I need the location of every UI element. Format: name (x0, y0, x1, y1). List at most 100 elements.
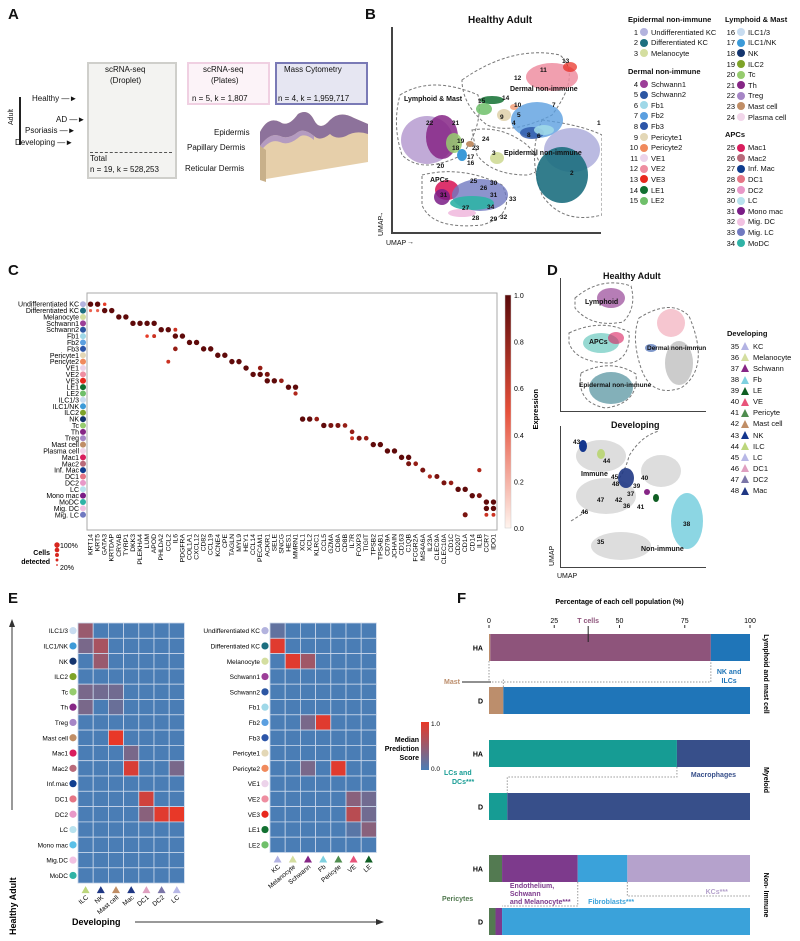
dotplot-col-label: XCL1 (300, 534, 307, 551)
legend-dot-icon (640, 186, 648, 195)
heatmap-cell (315, 653, 332, 670)
dotplot-col-label: TAGLN (229, 534, 236, 556)
heatmap-row-label: LC (60, 827, 69, 834)
row-color-dot (80, 377, 86, 384)
dot-mark (271, 378, 278, 384)
heatmap-cell (77, 653, 94, 670)
heatmap-cell (330, 806, 347, 823)
legend-item: 23 Mast cell (721, 101, 778, 112)
dotplot-col-label: KRTDAP (109, 534, 116, 562)
dot-mark (349, 429, 355, 435)
heatmap-row-label: Schwann1 (230, 674, 261, 681)
heatmap-cell (138, 867, 155, 884)
dotplot-col-label: PHLDA2 (158, 534, 165, 561)
heatmap-cell (77, 668, 94, 685)
dot-mark (250, 371, 256, 378)
heatmap-cell (284, 744, 301, 762)
heatmap-cell (92, 744, 109, 762)
legend-label: DC1 (753, 463, 769, 473)
legend-num: 17 (726, 38, 735, 48)
plates-value: n = 5, k = 1,807 (192, 94, 248, 103)
legend-dot-icon (640, 38, 648, 47)
cluster-number: 2 (570, 170, 574, 177)
legend-num: 19 (726, 59, 735, 69)
legend-num: 22 (726, 91, 735, 101)
row-color-dot (80, 454, 86, 461)
row-color-dot (80, 479, 86, 486)
colorbar-title: Median (395, 737, 419, 744)
cluster-number: 30 (490, 180, 498, 187)
legend-label: Melanocyte (753, 352, 792, 362)
umap-b-clusters (401, 62, 600, 217)
heatmap-cell (299, 821, 316, 838)
cluster-number: 23 (472, 145, 480, 152)
dotplot-row-label: DC1 (65, 474, 79, 481)
heatmap-cell (330, 622, 347, 639)
f-row-label: HA (473, 867, 483, 874)
dot-mark (420, 467, 426, 473)
heatmap-cell (123, 760, 140, 777)
expression-colorbar (504, 294, 512, 529)
heatmap-cell (360, 683, 377, 700)
row-color-dot (261, 688, 269, 696)
row-color-dot (80, 396, 86, 403)
heatmap-cell (269, 790, 286, 808)
legend-item: 15 LE2 (624, 195, 665, 206)
heatmap-cell (92, 852, 109, 869)
dotplot-col-label: KRT14 (88, 534, 95, 555)
heatmap-cell (330, 836, 347, 853)
annotation-endo-2: Schwann (510, 891, 541, 898)
legend-num: 10 (629, 143, 638, 153)
dot-mark (448, 480, 454, 486)
heatmap-cell (77, 637, 94, 654)
legend-num: 48 (730, 486, 739, 496)
heatmap-cell (153, 760, 170, 777)
dotplot-row-label: Fb3 (67, 346, 79, 353)
heatmap-cell (299, 760, 316, 777)
dotplot-row-label: NK (69, 417, 79, 424)
legend-label: DC2 (748, 185, 764, 195)
heatmap-cell (168, 836, 185, 853)
heatmap-cell (269, 683, 286, 700)
colorbar-tick: 1.0 (514, 293, 524, 300)
dot-mark (363, 435, 369, 441)
heatmap-cell (108, 653, 125, 670)
heatmap-cell (92, 668, 109, 685)
dotplot-col-label: CRYAB (116, 534, 123, 557)
heatmap-cell (345, 714, 362, 731)
legend-num: 32 (726, 217, 735, 227)
heatmap-row-label: Schwann2 (230, 689, 261, 696)
heatmap-cell (153, 699, 170, 716)
legend-item: 5 Schwann2 (624, 89, 686, 100)
dot-mark (427, 474, 432, 479)
heatmap-cell (284, 668, 301, 685)
heatmap-cell (153, 683, 170, 700)
heatmap-cell (315, 622, 332, 639)
cluster-number: 1 (597, 120, 601, 127)
heatmap-cell (108, 683, 125, 700)
legend-num: 46 (730, 463, 739, 473)
heatmap-cell (168, 775, 185, 792)
legend-dot-icon (640, 28, 648, 37)
heatmap-cell (108, 775, 125, 792)
plates-box (187, 62, 270, 105)
cluster-number: 48 (612, 481, 620, 488)
legend-item: 4 Schwann1 (624, 79, 686, 90)
legend-num: 41 (730, 408, 739, 418)
heatmap-cell (108, 806, 125, 823)
heatmap-cell (315, 790, 332, 808)
umap-d-title-bottom: Developing (611, 420, 660, 430)
legend-label: Treg (748, 91, 764, 101)
dotplot-row-label: LE2 (67, 391, 80, 398)
heatmap-cell (360, 821, 377, 838)
legend-label: Pericyte (753, 408, 781, 418)
cluster-number: 29 (490, 216, 498, 223)
row-color-dot (80, 467, 86, 474)
dotplot-col-label: FCGR2A (413, 534, 420, 562)
legend-label: Fb2 (651, 111, 664, 121)
legend-label: ILC (753, 441, 765, 451)
dot-mark (306, 416, 313, 422)
dotplot-row-label: Tc (72, 423, 80, 430)
dot-mark (484, 512, 489, 517)
heatmap-cell (299, 729, 316, 746)
